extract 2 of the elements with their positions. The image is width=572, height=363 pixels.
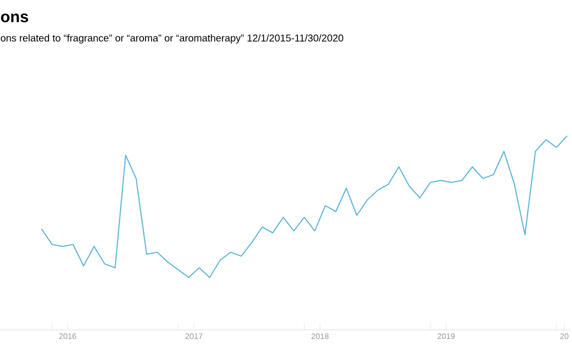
chart-title: ons <box>1 14 28 22</box>
chart-subtitle: ons related to “fragrance” or “aroma” or “aromatherapy” 12/1/2015-11/30/2020 <box>0 34 344 44</box>
